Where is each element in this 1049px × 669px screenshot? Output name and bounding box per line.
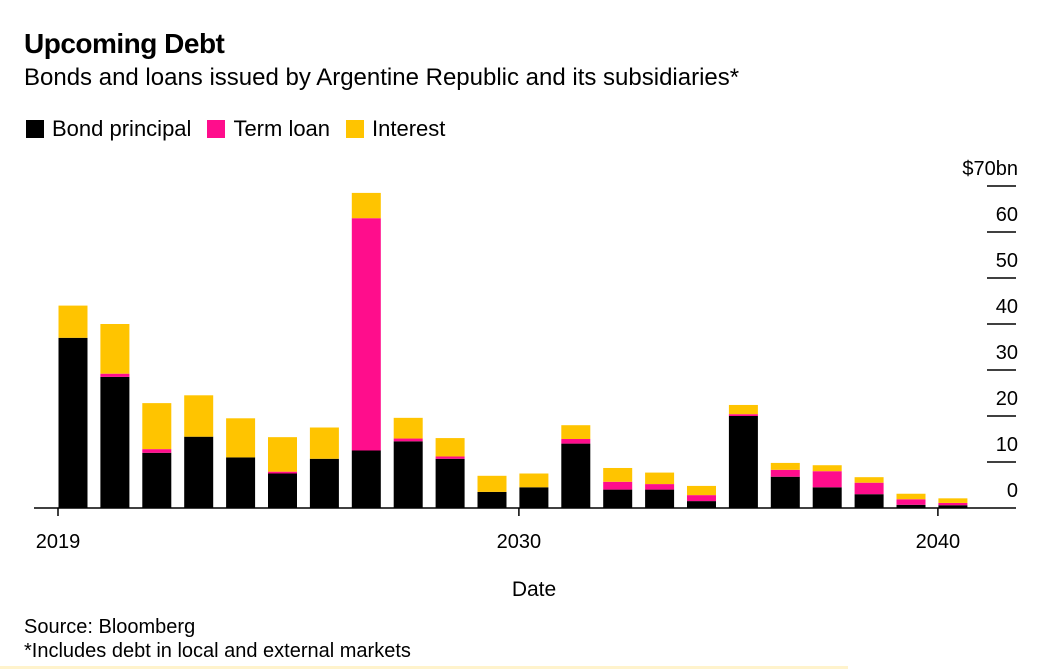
bar-term-loan-2028 xyxy=(435,456,465,459)
bar-term-loan-2033 xyxy=(645,484,675,490)
bar-interest-2037 xyxy=(812,465,842,472)
bar-term-loan-2034 xyxy=(687,495,716,502)
legend-label-term-loan: Term loan xyxy=(233,116,331,141)
legend-label-bond-principal: Bond principal xyxy=(52,116,192,141)
bar-term-loan-2027 xyxy=(393,438,423,442)
y-tick-label: $70bn xyxy=(962,158,1018,180)
legend-swatch-interest xyxy=(346,120,365,138)
y-tick-label: 40 xyxy=(996,296,1018,318)
bar-bond-principal-2038 xyxy=(854,494,884,508)
x-tick-label: 2030 xyxy=(497,531,542,553)
y-tick-label: 20 xyxy=(996,388,1018,410)
chart-title: Upcoming Debt xyxy=(24,28,225,59)
bar-bond-principal-2040 xyxy=(938,505,968,508)
bar-bond-principal-2024 xyxy=(268,473,297,508)
bar-interest-2021 xyxy=(142,403,172,450)
x-axis-label: Date xyxy=(511,578,557,601)
bar-term-loan-2039 xyxy=(896,499,926,505)
bar-interest-2038 xyxy=(854,477,884,483)
bar-term-loan-2032 xyxy=(603,481,633,490)
bar-bond-principal-2020 xyxy=(100,376,130,508)
bar-interest-2022 xyxy=(184,395,214,437)
x-tick-label: 2019 xyxy=(36,531,81,553)
chart-subtitle: Bonds and loans issued by Argentine Repu… xyxy=(24,64,740,91)
bar-bond-principal-2023 xyxy=(226,457,256,508)
legend-item-bond-principal: Bond principal xyxy=(26,116,191,142)
bar-term-loan-2024 xyxy=(268,471,297,474)
bar-interest-2026 xyxy=(351,192,381,219)
bar-bond-principal-2022 xyxy=(184,436,214,508)
bar-bond-principal-2033 xyxy=(645,489,675,508)
bar-bond-principal-2025 xyxy=(309,458,339,508)
bar-term-loan-2031 xyxy=(561,439,591,444)
bar-bond-principal-2032 xyxy=(603,489,633,508)
bar-interest-2019 xyxy=(58,305,88,338)
bar-bond-principal-2026 xyxy=(351,450,381,508)
bar-bond-principal-2034 xyxy=(687,501,716,508)
y-tick-label: 30 xyxy=(996,342,1018,364)
bar-interest-2027 xyxy=(393,417,423,439)
bar-interest-2033 xyxy=(645,472,675,485)
bar-interest-2023 xyxy=(226,418,256,458)
bar-bond-principal-2037 xyxy=(812,487,842,508)
bar-interest-2031 xyxy=(561,425,591,439)
source-note: Source: Bloomberg xyxy=(24,616,196,638)
bar-interest-2024 xyxy=(268,437,297,472)
bar-interest-2020 xyxy=(100,324,130,374)
x-tick-label: 2040 xyxy=(916,531,961,553)
bar-interest-2035 xyxy=(728,404,758,415)
bar-interest-2030 xyxy=(519,473,549,488)
bar-interest-2034 xyxy=(687,485,716,496)
bar-interest-2036 xyxy=(770,462,800,470)
bar-interest-2028 xyxy=(435,438,465,457)
legend-label-interest: Interest xyxy=(372,116,446,141)
bottom-divider xyxy=(0,666,848,669)
legend-swatch-term-loan xyxy=(207,120,226,138)
bar-interest-2039 xyxy=(896,493,926,500)
bar-bond-principal-2021 xyxy=(142,452,172,508)
bar-term-loan-2035 xyxy=(728,414,758,416)
bar-term-loan-2021 xyxy=(142,449,172,453)
bar-bond-principal-2035 xyxy=(728,416,758,508)
y-tick-label: 10 xyxy=(996,434,1018,456)
bar-bond-principal-2039 xyxy=(896,504,926,508)
bar-term-loan-2038 xyxy=(854,482,884,495)
bar-interest-2029 xyxy=(477,475,507,492)
bar-bond-principal-2030 xyxy=(519,487,549,508)
bar-term-loan-2020 xyxy=(100,373,130,377)
bar-bond-principal-2028 xyxy=(435,458,465,508)
bar-bond-principal-2036 xyxy=(770,476,800,508)
bar-term-loan-2037 xyxy=(812,471,842,488)
bar-interest-2025 xyxy=(309,427,339,459)
bar-bond-principal-2019 xyxy=(58,337,88,508)
bar-interest-2040 xyxy=(938,498,968,503)
y-tick-label: 50 xyxy=(996,250,1018,272)
bar-bond-principal-2029 xyxy=(477,491,507,508)
y-tick-label: 0 xyxy=(1007,480,1018,502)
legend: Bond principal Term loan Interest xyxy=(26,116,461,142)
bar-bond-principal-2031 xyxy=(561,443,591,508)
bar-term-loan-2040 xyxy=(938,502,968,506)
bar-term-loan-2026 xyxy=(351,218,381,451)
legend-item-term-loan: Term loan xyxy=(207,116,330,142)
footnote: *Includes debt in local and external mar… xyxy=(24,640,411,662)
bar-term-loan-2036 xyxy=(770,469,800,477)
bar-bond-principal-2027 xyxy=(393,441,423,508)
bar-interest-2032 xyxy=(603,467,633,482)
legend-swatch-bond-principal xyxy=(26,120,44,138)
y-tick-label: 60 xyxy=(996,204,1018,226)
legend-item-interest: Interest xyxy=(346,116,445,142)
